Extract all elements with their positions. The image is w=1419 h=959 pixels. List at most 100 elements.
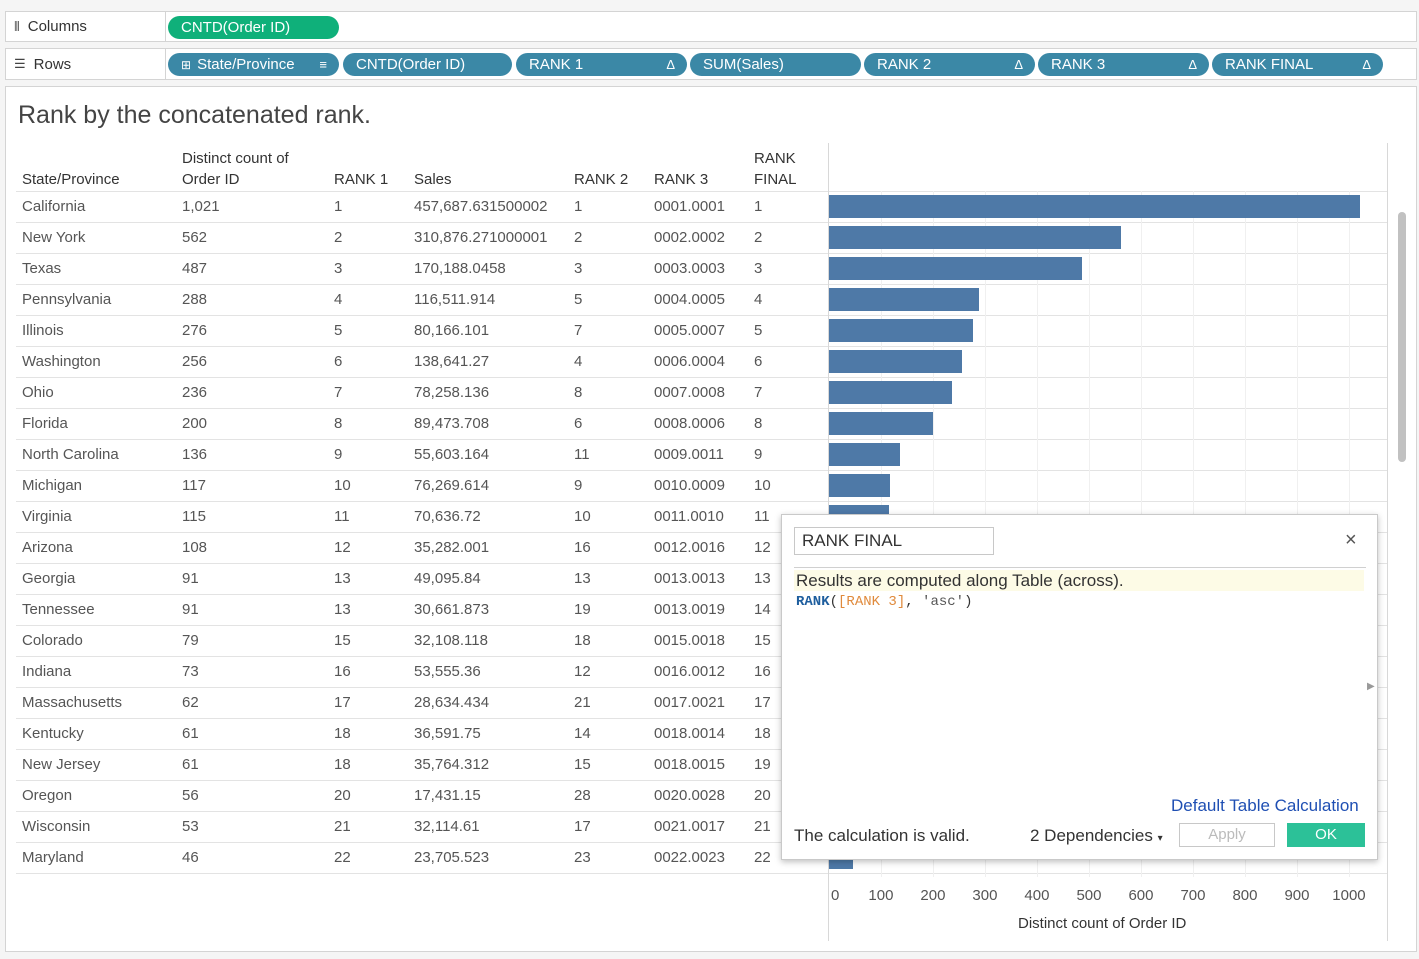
pill-rank-1[interactable]: RANK 1 Δ <box>516 53 687 76</box>
row-divider <box>16 625 1388 626</box>
header-rank3[interactable]: RANK 3 <box>654 171 709 188</box>
bar-washington[interactable] <box>829 350 963 373</box>
pill-rank-final[interactable]: RANK FINAL Δ <box>1212 53 1383 76</box>
cell-rank2: 16 <box>574 539 591 556</box>
row-divider <box>16 718 1388 719</box>
header-state[interactable]: State/Province <box>22 171 120 188</box>
cell-rank1: 1 <box>334 198 343 215</box>
cell-sales: 53,555.36 <box>414 663 481 680</box>
cell-count: 288 <box>182 291 208 308</box>
cell-state: Ohio <box>22 384 54 401</box>
bar-ohio[interactable] <box>829 381 952 404</box>
apply-button[interactable]: Apply <box>1179 823 1275 847</box>
rows-shelf[interactable]: ☰ Rows ⊞ State/Province ≡ CNTD(Order ID) … <box>5 48 1417 80</box>
cell-rank2: 21 <box>574 694 591 711</box>
cell-state: New Jersey <box>22 756 101 773</box>
cell-final: 17 <box>754 694 771 711</box>
pill-cntd-order-id-columns[interactable]: CNTD(Order ID) <box>168 16 339 39</box>
cell-rank1: 5 <box>334 322 343 339</box>
cell-rank2: 17 <box>574 818 591 835</box>
header-rank-final[interactable]: RANK FINAL <box>754 148 797 190</box>
bar-new-york[interactable] <box>829 226 1122 249</box>
cell-count: 115 <box>182 508 206 525</box>
bar-texas[interactable] <box>829 257 1083 280</box>
pill-sum-sales[interactable]: SUM(Sales) <box>690 53 861 76</box>
row-divider <box>16 563 1388 564</box>
cell-sales: 170,188.0458 <box>414 260 506 277</box>
pill-label: RANK FINAL <box>1225 56 1314 73</box>
cell-count: 62 <box>182 694 199 711</box>
cell-sales: 49,095.84 <box>414 570 481 587</box>
cell-state: Michigan <box>22 477 83 494</box>
pill-rank-2[interactable]: RANK 2 Δ <box>864 53 1035 76</box>
pill-label: SUM(Sales) <box>703 56 784 73</box>
cell-rank3: 0011.0010 <box>654 508 724 525</box>
cell-sales: 138,641.27 <box>414 353 490 370</box>
calculation-name-input[interactable]: RANK FINAL <box>794 527 994 555</box>
cell-rank1: 10 <box>334 477 351 494</box>
cell-rank3: 0005.0007 <box>654 322 725 339</box>
cell-final: 4 <box>754 291 763 308</box>
calculation-editor-dialog: RANK FINAL × Results are computed along … <box>781 514 1378 860</box>
cell-sales: 78,258.136 <box>414 384 490 401</box>
row-divider <box>16 284 1388 285</box>
cell-final: 12 <box>754 539 771 556</box>
bar-pennsylvania[interactable] <box>829 288 979 311</box>
cell-rank3: 0006.0004 <box>654 353 725 370</box>
dependencies-dropdown[interactable]: 2 Dependencies ▾ <box>1030 826 1163 846</box>
cell-rank2: 2 <box>574 229 583 246</box>
cell-rank2: 1 <box>574 198 583 215</box>
header-rank1[interactable]: RANK 1 <box>334 171 389 188</box>
header-sales[interactable]: Sales <box>414 171 452 188</box>
x-tick-label: 1000 <box>1332 887 1366 904</box>
cell-count: 91 <box>182 601 199 618</box>
cell-count: 276 <box>182 322 208 339</box>
cell-rank1: 2 <box>334 229 343 246</box>
pill-state-province[interactable]: ⊞ State/Province ≡ <box>168 53 339 76</box>
cell-count: 61 <box>182 725 199 742</box>
cell-count: 200 <box>182 415 208 432</box>
validation-status: The calculation is valid. <box>794 826 970 845</box>
close-icon[interactable]: × <box>1345 529 1357 551</box>
cell-state: Arizona <box>22 539 73 556</box>
bar-michigan[interactable] <box>829 474 890 497</box>
cell-sales: 89,473.708 <box>414 415 490 432</box>
row-divider <box>16 873 1388 874</box>
bar-illinois[interactable] <box>829 319 973 342</box>
bar-california[interactable] <box>829 195 1360 218</box>
cell-sales: 32,108.118 <box>414 632 488 649</box>
cell-sales: 36,591.75 <box>414 725 481 742</box>
pill-label: RANK 3 <box>1051 56 1106 73</box>
header-rank2[interactable]: RANK 2 <box>574 171 629 188</box>
cell-rank2: 5 <box>574 291 583 308</box>
cell-sales: 116,511.914 <box>414 291 496 308</box>
cell-rank2: 11 <box>574 446 590 463</box>
vertical-scrollbar[interactable] <box>1398 212 1406 462</box>
header-count[interactable]: Distinct count of Order ID <box>182 148 289 190</box>
row-divider <box>16 191 1388 192</box>
expand-arrow-icon[interactable]: ▶ <box>1367 681 1375 692</box>
columns-shelf[interactable]: ⦀ Columns CNTD(Order ID) <box>5 11 1417 42</box>
ok-button[interactable]: OK <box>1287 823 1365 847</box>
cell-state: Washington <box>22 353 101 370</box>
cell-sales: 80,166.101 <box>414 322 490 339</box>
bar-north-carolina[interactable] <box>829 443 900 466</box>
cell-rank2: 14 <box>574 725 591 742</box>
pill-cntd-order-id-rows[interactable]: CNTD(Order ID) <box>343 53 512 76</box>
cell-state: Georgia <box>22 570 76 587</box>
cell-rank2: 4 <box>574 353 583 370</box>
bar-florida[interactable] <box>829 412 934 435</box>
pill-rank-3[interactable]: RANK 3 Δ <box>1038 53 1209 76</box>
x-axis-title[interactable]: Distinct count of Order ID <box>1018 915 1187 932</box>
row-divider <box>16 408 1388 409</box>
default-table-calculation-link[interactable]: Default Table Calculation <box>1171 796 1359 815</box>
cell-sales: 55,603.164 <box>414 446 490 463</box>
x-tick-label: 0 <box>831 887 840 904</box>
cell-final: 15 <box>754 632 771 649</box>
cell-final: 7 <box>754 384 763 401</box>
formula-editor[interactable]: RANK([RANK 3], 'asc') <box>796 594 972 610</box>
cell-count: 46 <box>182 849 199 866</box>
header-rank-final-line2: FINAL <box>754 171 797 188</box>
row-divider <box>16 749 1388 750</box>
cell-rank1: 16 <box>334 663 351 680</box>
